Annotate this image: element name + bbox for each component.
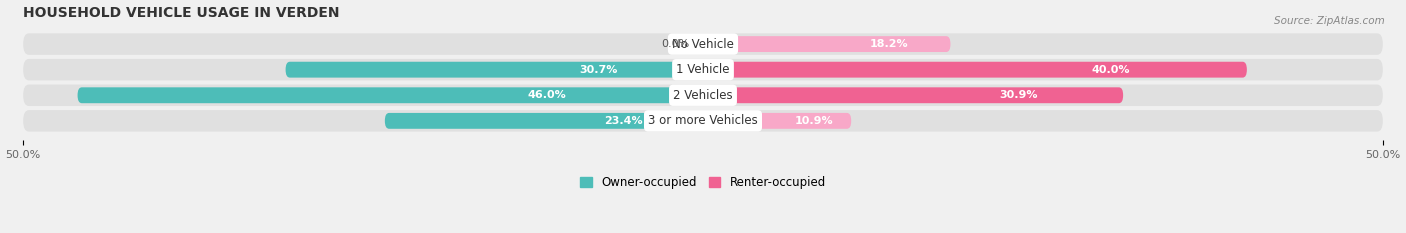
Text: 2 Vehicles: 2 Vehicles [673, 89, 733, 102]
Text: 3 or more Vehicles: 3 or more Vehicles [648, 114, 758, 127]
FancyBboxPatch shape [22, 33, 1384, 55]
Text: 30.9%: 30.9% [998, 90, 1038, 100]
Legend: Owner-occupied, Renter-occupied: Owner-occupied, Renter-occupied [575, 171, 831, 194]
Text: HOUSEHOLD VEHICLE USAGE IN VERDEN: HOUSEHOLD VEHICLE USAGE IN VERDEN [22, 6, 340, 20]
FancyBboxPatch shape [385, 113, 703, 129]
Text: 23.4%: 23.4% [605, 116, 643, 126]
Text: 0.0%: 0.0% [661, 39, 689, 49]
FancyBboxPatch shape [22, 110, 1384, 132]
FancyBboxPatch shape [703, 87, 1123, 103]
Text: 1 Vehicle: 1 Vehicle [676, 63, 730, 76]
Text: 30.7%: 30.7% [579, 65, 617, 75]
FancyBboxPatch shape [285, 62, 703, 78]
FancyBboxPatch shape [22, 85, 1384, 106]
FancyBboxPatch shape [22, 59, 1384, 80]
Text: No Vehicle: No Vehicle [672, 38, 734, 51]
Text: 10.9%: 10.9% [794, 116, 834, 126]
Text: Source: ZipAtlas.com: Source: ZipAtlas.com [1274, 16, 1385, 26]
Text: 18.2%: 18.2% [869, 39, 908, 49]
FancyBboxPatch shape [77, 87, 703, 103]
Text: 40.0%: 40.0% [1091, 65, 1130, 75]
FancyBboxPatch shape [703, 113, 851, 129]
Text: 46.0%: 46.0% [527, 90, 567, 100]
FancyBboxPatch shape [703, 62, 1247, 78]
FancyBboxPatch shape [703, 36, 950, 52]
